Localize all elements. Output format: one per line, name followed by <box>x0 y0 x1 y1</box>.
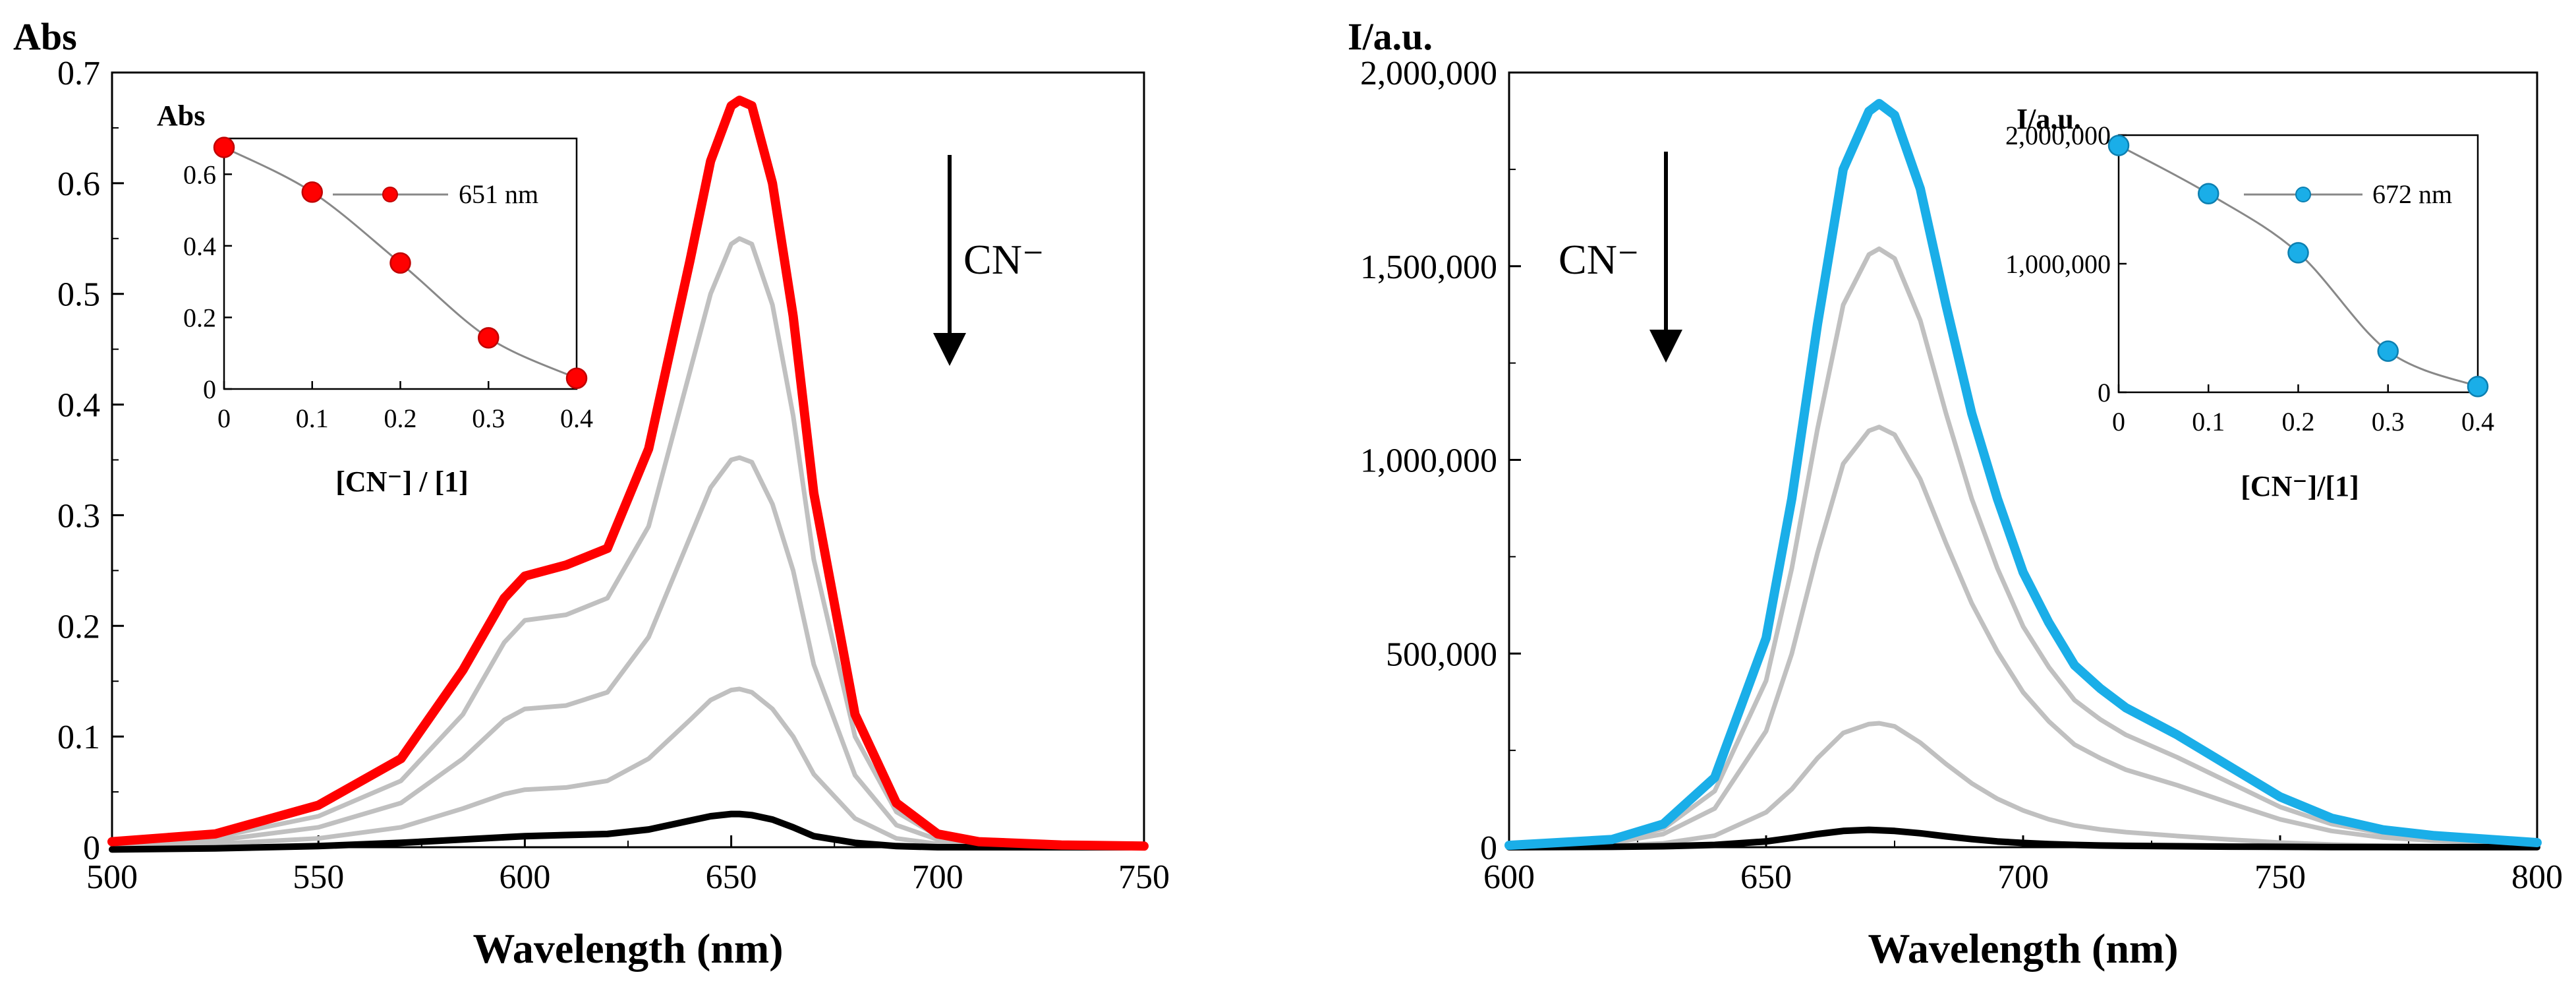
absorption-inset-legend: 651 nm <box>333 179 538 209</box>
y-tick-label: 0.7 <box>57 55 100 92</box>
fluorescence-inset-x-title: [CN⁻]/[1] <box>2241 470 2359 502</box>
y-tick-label: 0 <box>83 829 100 867</box>
inset-data-point <box>2467 375 2489 398</box>
down-arrow-head <box>1649 330 1682 363</box>
inset-data-point <box>2287 242 2309 264</box>
series-line-0 <box>1504 99 2542 851</box>
inset-x-tick-label: 0 <box>217 404 231 433</box>
absorption-x-axis-title: Wavelength (nm) <box>472 925 783 972</box>
y-tick-label: 0.2 <box>57 608 100 645</box>
inset-x-tick-label: 0.1 <box>2192 407 2225 436</box>
x-tick-label: 600 <box>499 858 550 896</box>
inset-y-tick-label: 0.2 <box>183 303 216 332</box>
fluorescence-inset-y-title: I/a.u. <box>2017 103 2081 135</box>
x-tick-label: 600 <box>1483 858 1535 896</box>
series-line-3 <box>109 686 1147 850</box>
x-tick-label: 650 <box>1740 858 1792 896</box>
fluorescence-y-axis-title: I/a.u. <box>1348 15 1433 58</box>
y-tick-label: 500,000 <box>1386 636 1497 673</box>
inset-x-tick-label: 0.2 <box>384 404 417 433</box>
y-tick-label: 0.1 <box>57 719 100 756</box>
inset-data-point <box>389 252 411 274</box>
x-tick-label: 550 <box>293 858 344 896</box>
series-line-3 <box>1506 721 2540 849</box>
series-line-1 <box>1506 246 2540 849</box>
y-tick-label: 1,500,000 <box>1360 249 1497 286</box>
legend-marker <box>2295 187 2311 202</box>
absorption-inset-y-title: Abs <box>157 100 205 132</box>
absorption-inset: Abs [CN⁻] / [1] 0 0.1 0.2 0.3 0.400.20.40.6 … <box>157 100 593 498</box>
legend-marker <box>382 187 398 202</box>
inset-x-tick-label: 0.4 <box>2461 407 2494 436</box>
cyanide-arrow-annotation: CN⁻ <box>933 155 1045 366</box>
fluorescence-inset-legend: 672 nm <box>2244 179 2452 209</box>
x-tick-label: 500 <box>86 858 138 896</box>
inset-x-tick-label: 0.3 <box>472 404 505 433</box>
absorption-axes: 500 550 600 650 700 750 0 0.1 0.2 0.3 0.4 0.5 0.6 0.7 <box>57 55 1170 896</box>
cyanide-arrow-label: CN⁻ <box>963 236 1045 283</box>
inset-data-point <box>565 367 588 389</box>
inset-data-point <box>2198 183 2219 204</box>
series-line-2 <box>1506 425 2540 849</box>
series-line-0 <box>107 96 1149 851</box>
x-tick-label: 700 <box>1997 858 2049 896</box>
fluorescence-panel: I/a.u. Wavelength (nm) 600 650 700 750 800 0 5… <box>1348 15 2563 972</box>
inset-x-tick-label: 0.1 <box>296 404 329 433</box>
inset-data-point <box>2107 135 2130 156</box>
absorption-inset-data <box>213 136 588 389</box>
series-line-1 <box>109 236 1147 849</box>
fluorescence-inset-data <box>2107 135 2489 398</box>
fluorescence-inset-axes: 0 0.1 0.2 0.3 0.4 0 1,000,000 2,000,000 <box>2005 121 2494 436</box>
y-tick-label: 0.5 <box>57 276 100 314</box>
inset-y-tick-label: 0.4 <box>183 231 216 261</box>
x-tick-label: 750 <box>1118 858 1170 896</box>
y-tick-label: 0 <box>1480 829 1497 867</box>
y-tick-label: 0.4 <box>57 387 100 425</box>
inset-data-point <box>478 327 500 349</box>
inset-x-tick-label: 0.2 <box>2282 407 2315 436</box>
absorption-inset-axes: 0 0.1 0.2 0.3 0.4 0 0.2 0.4 0.6 <box>183 160 593 433</box>
absorption-series-lines <box>107 96 1149 853</box>
x-tick-label: 800 <box>2511 858 2563 896</box>
absorption-inset-legend-label: 651 nm <box>459 179 538 209</box>
absorption-panel: Abs Wavelength (nm) 500 550 600 650 700 75000… <box>13 15 1170 972</box>
inset-y-tick-label: 1,000,000 <box>2005 249 2111 279</box>
x-tick-label: 700 <box>912 858 963 896</box>
fluorescence-inset-legend-label: 672 nm <box>2372 179 2452 209</box>
down-arrow-head <box>933 333 966 366</box>
cyanide-arrow-label: CN⁻ <box>1559 236 1640 283</box>
y-tick-label: 0.6 <box>57 165 100 203</box>
inset-y-tick-label: 0 <box>2098 378 2111 407</box>
inset-y-tick-label: 0.6 <box>183 160 216 189</box>
y-tick-label: 0.3 <box>57 497 100 535</box>
fluorescence-inset: I/a.u. [CN⁻]/[1] 0 0.1 0.2 0.3 0.4 0 1,000,000… <box>2005 103 2494 502</box>
fluorescence-series-lines <box>1504 99 2542 851</box>
inset-data-point <box>301 181 323 203</box>
inset-x-tick-label: 0 <box>2112 407 2125 436</box>
inset-data-point <box>213 136 235 158</box>
x-tick-label: 750 <box>2254 858 2306 896</box>
absorption-inset-x-title: [CN⁻] / [1] <box>335 465 469 498</box>
inset-data-point <box>2377 340 2399 362</box>
fluorescence-axes: 600 650 700 750 800 0 500,000 1,000,000 1,500,00… <box>1360 55 2563 896</box>
y-tick-label: 2,000,000 <box>1360 55 1497 92</box>
inset-x-tick-label: 0.4 <box>560 404 593 433</box>
fluorescence-x-axis-title: Wavelength (nm) <box>1868 925 2178 972</box>
y-tick-label: 1,000,000 <box>1360 442 1497 480</box>
series-line-4 <box>1506 826 2540 851</box>
x-tick-label: 650 <box>706 858 757 896</box>
inset-y-tick-label: 2,000,000 <box>2005 121 2111 150</box>
series-line-4 <box>109 810 1147 853</box>
inset-x-tick-label: 0.3 <box>2372 407 2405 436</box>
series-line-2 <box>109 455 1147 849</box>
inset-y-tick-label: 0 <box>203 374 216 404</box>
absorption-y-axis-title: Abs <box>13 15 77 58</box>
cyanide-arrow-annotation: CN⁻ <box>1559 152 1682 363</box>
